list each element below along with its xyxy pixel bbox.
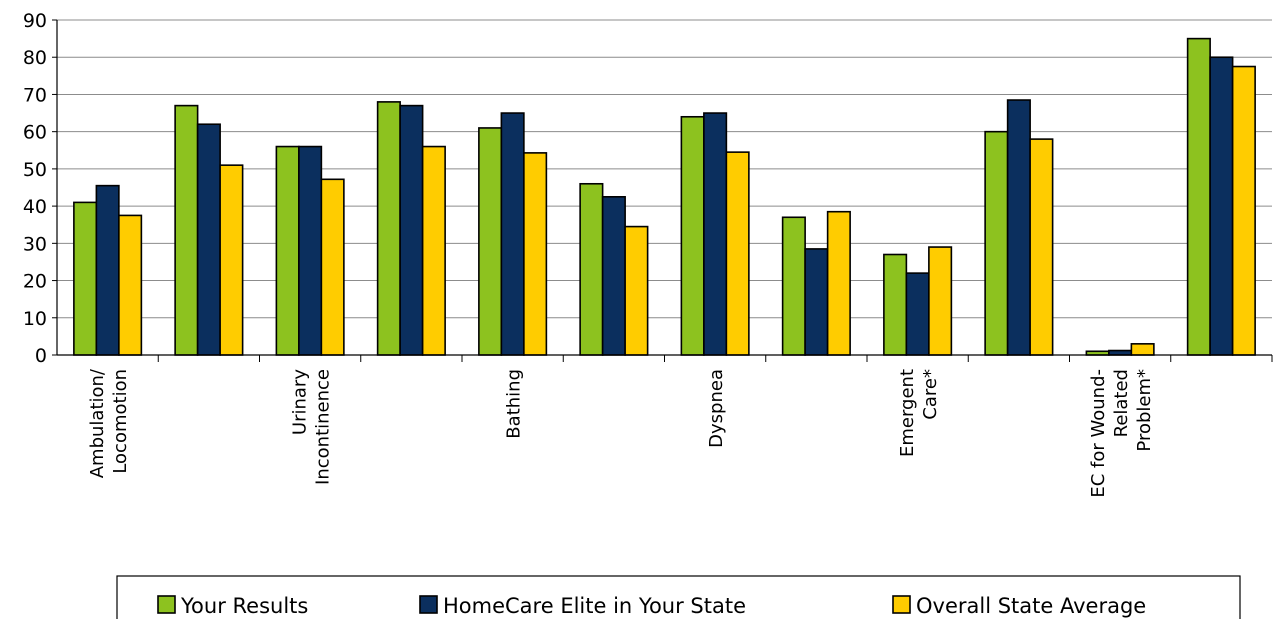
x-category-label: Dyspnea <box>706 369 727 448</box>
legend-item: Your Results <box>157 594 308 618</box>
x-category-label: Ambulation/ <box>87 368 108 478</box>
bar-overall-state-average <box>624 225 649 356</box>
bar-your-results <box>781 216 806 356</box>
bar-homecare-elite-in-your-state <box>298 145 323 356</box>
bar-homecare-elite-in-your-state <box>500 112 525 356</box>
bars <box>73 37 1256 356</box>
y-tick-label: 30 <box>23 233 47 255</box>
bar-overall-state-average <box>1130 343 1155 356</box>
bar-overall-state-average <box>1029 138 1054 356</box>
legend-item: Overall State Average <box>892 594 1146 618</box>
legend-label: Your Results <box>180 594 308 618</box>
bar-homecare-elite-in-your-state <box>1108 349 1133 356</box>
bar-homecare-elite-in-your-state <box>95 184 120 356</box>
x-category-label: Care* <box>920 369 941 420</box>
bar-your-results <box>680 115 705 356</box>
bar-homecare-elite-in-your-state <box>703 112 728 356</box>
x-category-label: Related <box>1111 369 1132 437</box>
y-tick-label: 50 <box>23 159 47 181</box>
legend-box <box>116 575 1241 619</box>
bar-overall-state-average <box>826 210 851 356</box>
legend-label: Overall State Average <box>916 594 1146 618</box>
x-category-labels: Ambulation/Locomotion Urinary Incontinence… <box>87 368 1155 498</box>
x-category-label: Problem* <box>1134 369 1155 452</box>
bar-your-results <box>376 101 401 356</box>
bar-overall-state-average <box>118 214 143 356</box>
bar-overall-state-average <box>320 178 345 356</box>
x-category-label: Bathing <box>504 369 525 439</box>
bar-your-results <box>478 127 503 356</box>
bar-homecare-elite-in-your-state <box>1006 99 1031 356</box>
bar-overall-state-average <box>523 152 548 356</box>
bar-overall-state-average <box>725 151 750 356</box>
y-tick-label: 40 <box>23 196 47 218</box>
legend: Your Results HomeCare Elite in Your State… <box>116 575 1241 619</box>
x-category-label: Emergent <box>897 369 918 457</box>
bar-your-results <box>883 253 908 356</box>
bar-your-results <box>174 104 199 356</box>
legend-swatch <box>157 595 176 614</box>
axes <box>52 19 1273 362</box>
legend-label: HomeCare Elite in Your State <box>443 594 746 618</box>
gridlines <box>57 19 1272 319</box>
bar-your-results <box>579 182 604 356</box>
bar-overall-state-average <box>421 145 446 356</box>
y-tick-label: 60 <box>23 122 47 144</box>
bar-overall-state-average <box>928 246 953 356</box>
x-category-label: EC for Wound- <box>1088 369 1109 498</box>
legend-swatch <box>419 595 438 614</box>
bar-homecare-elite-in-your-state <box>196 123 221 356</box>
bar-your-results <box>1186 37 1211 356</box>
bar-your-results <box>275 145 300 356</box>
legend-swatch <box>892 595 911 614</box>
bar-homecare-elite-in-your-state <box>905 272 930 356</box>
y-tick-label: 20 <box>23 271 47 293</box>
y-tick-labels: 0 10 20 30 40 50 60 70 80 90 <box>23 10 47 367</box>
bar-homecare-elite-in-your-state <box>804 248 829 356</box>
y-tick-label: 70 <box>23 84 47 106</box>
y-tick-label: 90 <box>23 10 47 32</box>
bar-homecare-elite-in-your-state <box>1209 56 1234 356</box>
y-tick-label: 80 <box>23 47 47 69</box>
bar-overall-state-average <box>219 164 244 356</box>
y-tick-label: 0 <box>35 345 47 367</box>
bar-homecare-elite-in-your-state <box>399 104 424 356</box>
x-category-label: Locomotion <box>110 369 131 474</box>
x-category-label: Incontinence <box>313 369 334 485</box>
bar-homecare-elite-in-your-state <box>601 196 626 356</box>
bar-your-results <box>73 201 98 356</box>
legend-item: HomeCare Elite in Your State <box>419 594 746 618</box>
y-tick-label: 10 <box>23 308 47 330</box>
bar-your-results <box>984 130 1009 356</box>
bar-overall-state-average <box>1231 65 1256 356</box>
x-category-label: Urinary <box>290 369 311 435</box>
